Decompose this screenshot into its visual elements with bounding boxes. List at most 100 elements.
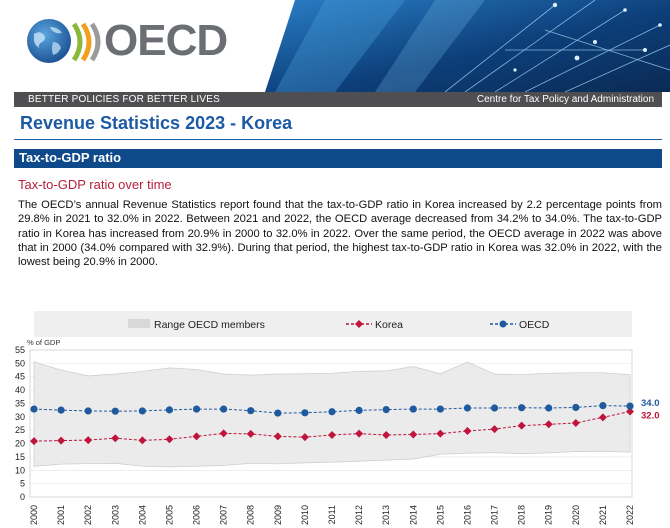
x-tick-label: 2000 bbox=[29, 505, 39, 525]
title-divider bbox=[14, 139, 662, 140]
x-tick-label: 2012 bbox=[354, 505, 364, 525]
oecd-point bbox=[111, 407, 119, 415]
oecd-point bbox=[57, 406, 65, 414]
section-title: Tax-to-GDP ratio bbox=[19, 150, 122, 165]
korea-point bbox=[382, 430, 391, 439]
x-tick-label: 2011 bbox=[327, 505, 337, 524]
tax-to-gdp-chart: Range OECD members Korea OECD % of GDP 0… bbox=[15, 311, 660, 525]
oecd-point bbox=[220, 405, 228, 413]
oecd-point bbox=[274, 409, 282, 417]
oecd-point bbox=[247, 407, 255, 415]
y-tick-label: 15 bbox=[15, 452, 25, 462]
y-tick-label: 35 bbox=[15, 398, 25, 408]
x-tick-label: 2017 bbox=[490, 505, 500, 525]
globe-icon bbox=[27, 19, 71, 63]
y-tick-label: 20 bbox=[15, 439, 25, 449]
korea-line bbox=[33, 410, 631, 442]
korea-point bbox=[300, 433, 309, 442]
x-tick-label: 2019 bbox=[544, 505, 554, 525]
oecd-point bbox=[301, 409, 309, 417]
x-tick-label: 2013 bbox=[381, 505, 391, 525]
oecd-logo-text: OECD bbox=[104, 16, 228, 65]
legend-range-label: Range OECD members bbox=[154, 319, 265, 331]
x-tick-label: 2006 bbox=[192, 505, 202, 525]
oecd-point bbox=[463, 404, 472, 412]
x-tick-label: 2005 bbox=[164, 505, 174, 525]
oecd-point bbox=[355, 406, 363, 415]
korea-point bbox=[219, 429, 228, 438]
korea-point bbox=[328, 430, 336, 439]
oecd-point bbox=[518, 404, 526, 412]
page-title: Revenue Statistics 2023 - Korea bbox=[20, 113, 293, 133]
y-tick-label: 0 bbox=[20, 492, 25, 502]
legend-oecd-swatch bbox=[490, 320, 516, 328]
oecd-point bbox=[572, 403, 580, 412]
korea-point bbox=[111, 434, 120, 443]
oecd-point bbox=[436, 405, 444, 413]
korea-point bbox=[273, 432, 282, 441]
y-tick-label: 55 bbox=[15, 345, 25, 355]
korea-point bbox=[30, 437, 38, 446]
x-tick-label: 2003 bbox=[110, 505, 120, 525]
korea-point bbox=[355, 429, 364, 438]
x-tick-label: 2020 bbox=[571, 505, 581, 525]
oecd-point bbox=[490, 404, 499, 412]
y-tick-label: 45 bbox=[15, 372, 25, 382]
subsection-title: Tax-to-GDP ratio over time bbox=[18, 177, 172, 192]
oecd-point bbox=[382, 406, 390, 414]
korea-point bbox=[436, 429, 445, 438]
x-tick-label: 2016 bbox=[462, 505, 472, 525]
korea-point bbox=[517, 421, 526, 430]
korea-point bbox=[138, 436, 147, 445]
korea-point bbox=[571, 418, 580, 427]
x-tick-label: 2021 bbox=[598, 505, 608, 525]
oecd-point bbox=[545, 404, 553, 412]
oecd-point bbox=[626, 402, 634, 410]
y-tick-label: 10 bbox=[15, 465, 25, 475]
korea-point bbox=[463, 426, 472, 435]
x-tick-label: 2007 bbox=[219, 505, 229, 525]
oecd-point bbox=[84, 407, 92, 415]
oecd-line bbox=[33, 405, 631, 414]
x-tick-label: 2014 bbox=[408, 505, 418, 525]
x-tick-label: 2004 bbox=[137, 505, 147, 525]
korea-point bbox=[57, 436, 66, 445]
korea-point bbox=[490, 425, 499, 434]
legend-korea-swatch bbox=[346, 320, 372, 328]
header-banner: OECD bbox=[0, 0, 670, 92]
header-strip: BETTER POLICIES FOR BETTER LIVES Centre … bbox=[14, 92, 662, 107]
x-tick-label: 2008 bbox=[246, 505, 256, 525]
legend-korea-label: Korea bbox=[375, 319, 403, 331]
tagline: BETTER POLICIES FOR BETTER LIVES bbox=[28, 94, 220, 105]
korea-point bbox=[626, 407, 634, 416]
korea-point bbox=[246, 429, 255, 438]
korea-point bbox=[165, 435, 174, 444]
korea-point bbox=[544, 420, 553, 429]
korea-end-label: 32.0 bbox=[641, 410, 660, 421]
y-tick-label: 30 bbox=[15, 412, 25, 422]
banner-graphic bbox=[265, 0, 670, 92]
oecd-point bbox=[30, 405, 38, 413]
x-tick-label: 2009 bbox=[273, 505, 283, 525]
section-header: Tax-to-GDP ratio bbox=[14, 149, 662, 168]
oecd-point bbox=[138, 407, 146, 415]
centre-name: Centre for Tax Policy and Administration bbox=[476, 94, 654, 105]
oecd-point bbox=[409, 405, 417, 413]
logo-swoosh-icon bbox=[71, 22, 101, 62]
korea-point bbox=[409, 430, 418, 439]
oecd-point bbox=[328, 408, 336, 416]
y-tick-label: 50 bbox=[15, 358, 25, 368]
x-tick-label: 2015 bbox=[435, 505, 445, 525]
korea-point bbox=[192, 432, 201, 441]
y-tick-label: 5 bbox=[20, 479, 25, 489]
y-tick-label: 25 bbox=[15, 425, 25, 435]
legend-range-swatch bbox=[128, 319, 150, 328]
x-tick-label: 2002 bbox=[83, 505, 93, 525]
oecd-end-label: 34.0 bbox=[641, 398, 660, 409]
oecd-point bbox=[165, 406, 174, 414]
korea-point bbox=[598, 413, 607, 422]
y-tick-label: 40 bbox=[15, 385, 25, 395]
oecd-point bbox=[192, 405, 201, 413]
korea-point bbox=[84, 436, 93, 445]
body-paragraph: The OECD’s annual Revenue Statistics rep… bbox=[18, 199, 662, 269]
